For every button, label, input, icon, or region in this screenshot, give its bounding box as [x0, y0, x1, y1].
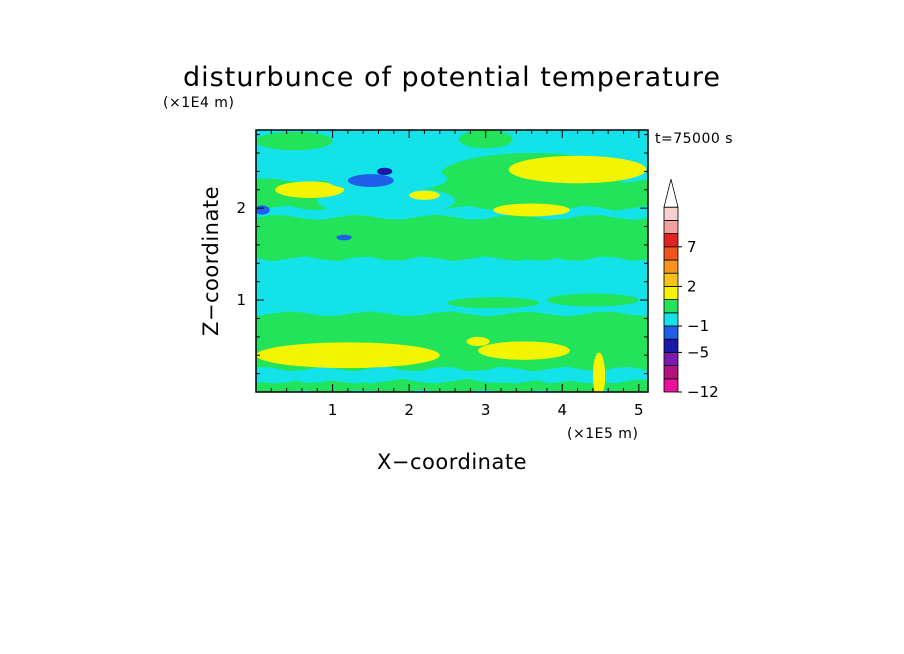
colorbar-label: 2 [687, 277, 697, 295]
colorbar-label: −12 [687, 383, 719, 401]
colorbar-extend-arrow [663, 179, 679, 208]
contour-region-22 [256, 131, 333, 151]
time-label: t=75000 s [655, 131, 733, 147]
contour-region-23 [458, 130, 513, 149]
plot-frame [255, 129, 649, 393]
contour-region-7 [466, 336, 490, 347]
colorbar-box [663, 299, 679, 314]
contour-region-19 [376, 167, 393, 176]
contour-region-18 [347, 174, 394, 187]
colorbar-box [663, 378, 679, 393]
colorbar-box [663, 233, 679, 248]
y-tick-label: 2 [236, 199, 246, 217]
contour-region-16 [409, 190, 440, 200]
colorbar-label: −1 [687, 317, 709, 335]
y-axis-unit: (×1E4 m) [163, 95, 234, 111]
contour-region-20 [256, 205, 270, 215]
contour-region-6 [478, 341, 570, 360]
y-axis: 12 [236, 134, 648, 375]
colorbar-box [663, 206, 679, 221]
x-tick-label: 2 [404, 401, 414, 419]
colorbar: −12−5−127 [663, 179, 719, 401]
contour-region-13 [508, 155, 647, 184]
x-axis-title: X−coordinate [377, 450, 527, 474]
colorbar-box [663, 325, 679, 340]
contour-region-24 [592, 352, 606, 392]
y-axis-title: Z−coordinate [199, 186, 223, 336]
colorbar-box [663, 338, 679, 353]
colorbar-box [663, 365, 679, 380]
colorbar-label: 7 [687, 238, 697, 256]
x-axis: 1 2 3 4 5 [270, 130, 644, 419]
colorbar-box [663, 259, 679, 274]
colorbar-box [663, 272, 679, 287]
contour-region-14 [493, 203, 570, 217]
colorbar-box [663, 351, 679, 366]
colorbar-label: −5 [687, 343, 709, 361]
chart-title: disturbunce of potential temperature [183, 62, 721, 93]
contour-region-5 [256, 342, 440, 369]
x-tick-label: 4 [557, 401, 567, 419]
colorbar-box [663, 246, 679, 261]
colorbar-box [663, 285, 679, 300]
contour-region-9 [546, 293, 639, 307]
contour-region-15 [275, 181, 345, 199]
contour-region-10 [516, 247, 563, 261]
x-axis-unit: (×1E5 m) [567, 426, 638, 442]
contour-band-3 [256, 214, 648, 262]
x-tick-label: 3 [481, 401, 491, 419]
y-tick-label: 1 [236, 291, 246, 309]
colorbar-box [663, 312, 679, 327]
contour-region-8 [447, 297, 540, 309]
x-tick-label: 5 [634, 401, 644, 419]
x-tick-label: 1 [328, 401, 338, 419]
contour-region-21 [336, 234, 352, 241]
colorbar-box [663, 219, 679, 234]
contour-field [256, 130, 648, 392]
